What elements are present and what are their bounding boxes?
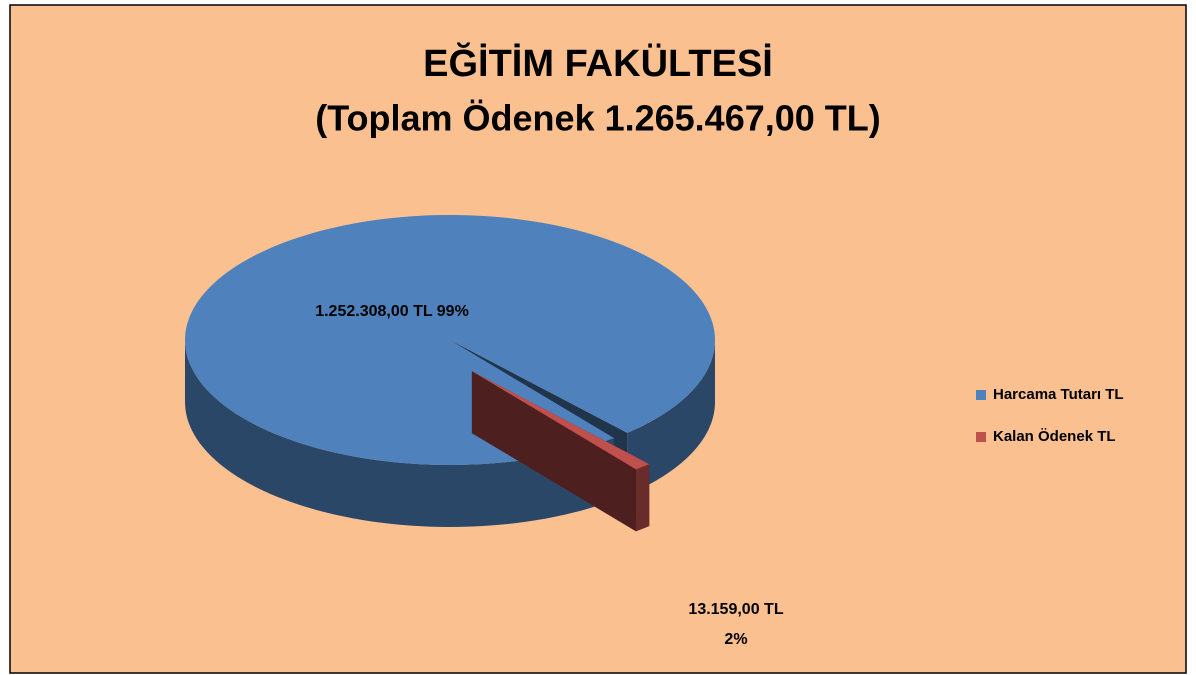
legend-swatch — [976, 390, 986, 400]
slice-top — [471, 371, 650, 470]
slice-top — [185, 214, 716, 465]
slice-side — [185, 340, 615, 527]
legend-label: Harcama Tutarı TL — [993, 386, 1124, 403]
chart-title: EĞİTİM FAKÜLTESİ — [423, 41, 773, 85]
slice-wall — [471, 371, 636, 532]
data-label: 13.159,00 TL 2% — [688, 601, 784, 648]
slice-side — [635, 464, 650, 532]
pie-slice — [471, 371, 650, 532]
legend-swatch — [976, 432, 986, 442]
slice-side — [627, 340, 715, 495]
data-label: 1.252.308,00 TL 99% — [315, 303, 469, 320]
chart-subtitle: (Toplam Ödenek 1.265.467,00 TL) — [315, 98, 881, 139]
legend-label: Kalan Ödenek TL — [993, 428, 1116, 445]
